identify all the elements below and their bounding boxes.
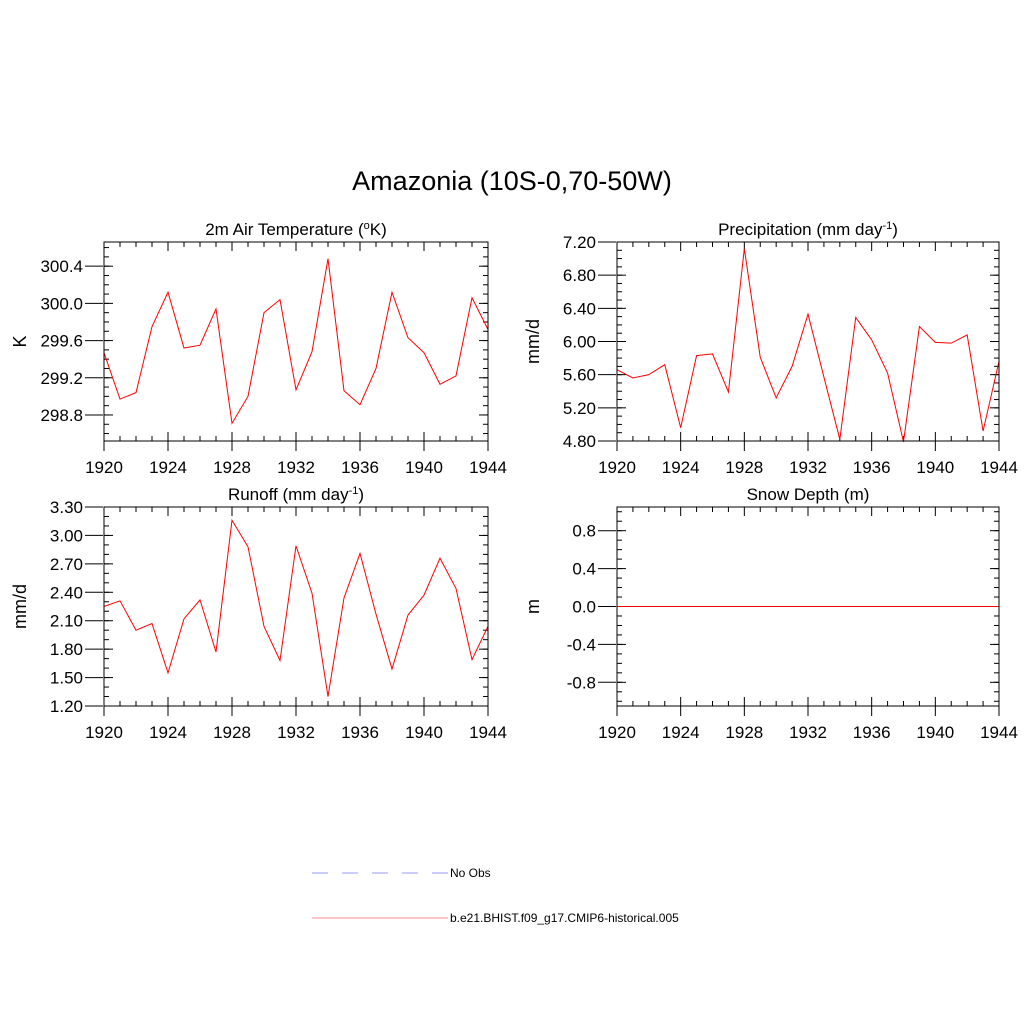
plot-frame: [616, 241, 1000, 442]
x-tick-label: 1928: [725, 723, 763, 742]
x-tick-label: 1944: [469, 458, 507, 477]
plot-frame: [103, 241, 489, 442]
y-tick-label: 298.8: [40, 406, 83, 425]
x-tick-label: 1932: [277, 723, 315, 742]
y-tick-label: 0.8: [572, 522, 596, 541]
legend-label-model: b.e21.BHIST.f09_g17.CMIP6-historical.005: [450, 911, 679, 925]
x-tick-label: 1920: [85, 458, 123, 477]
y-tick-label: 1.50: [50, 669, 83, 688]
panel-title: Precipitation (mm day-1): [718, 220, 898, 239]
plot-frame: [616, 506, 1000, 707]
panel-2: Precipitation (mm day-1) 4.80 5.20 5.60 6.00…: [523, 220, 1018, 477]
x-tick-label: 1928: [213, 723, 251, 742]
series-line: [103, 518, 489, 697]
panel-1: 2m Air Temperature (oK) 298.8 299.2 299.6 30…: [10, 220, 507, 477]
y-tick-label: 2.70: [50, 555, 83, 574]
series-line: [103, 258, 489, 425]
panel-3: Runoff (mm day-1) 1.20 1.50 1.80 2.10 2.40 2.7…: [10, 485, 507, 742]
panel-title: Runoff (mm day-1): [228, 485, 364, 504]
x-tick-label: 1944: [980, 723, 1018, 742]
y-tick-label: 1.80: [50, 640, 83, 659]
y-tick-label: 299.2: [40, 369, 83, 388]
x-tick-label: 1932: [277, 458, 315, 477]
x-tick-label: 1924: [662, 458, 700, 477]
y-tick-label: 4.80: [563, 432, 596, 451]
legend-label-no-obs: No Obs: [450, 866, 491, 880]
x-tick-label: 1920: [598, 723, 636, 742]
y-tick-label: 1.20: [50, 697, 83, 716]
y-tick-label: 3.00: [50, 526, 83, 545]
y-tick-label: 299.6: [40, 332, 83, 351]
y-axis-label: mm/d: [523, 319, 543, 364]
panel-title: 2m Air Temperature (oK): [205, 220, 387, 239]
y-tick-label: 5.60: [563, 366, 596, 385]
x-tick-label: 1928: [213, 458, 251, 477]
x-tick-label: 1944: [469, 723, 507, 742]
y-tick-label: 6.80: [563, 266, 596, 285]
x-tick-label: 1940: [916, 723, 954, 742]
y-tick-label: 300.0: [40, 294, 83, 313]
y-tick-label: 0.4: [572, 560, 596, 579]
x-tick-label: 1932: [789, 458, 827, 477]
y-axis-label: mm/d: [10, 584, 30, 629]
x-tick-label: 1940: [405, 723, 443, 742]
y-tick-label: 2.10: [50, 612, 83, 631]
x-tick-label: 1944: [980, 458, 1018, 477]
x-tick-label: 1940: [916, 458, 954, 477]
y-tick-label: 7.20: [563, 233, 596, 252]
y-tick-label: 300.4: [40, 257, 83, 276]
x-tick-label: 1920: [85, 723, 123, 742]
x-tick-label: 1920: [598, 458, 636, 477]
x-tick-label: 1936: [341, 723, 379, 742]
y-tick-label: -0.8: [567, 673, 596, 692]
y-tick-label: 0.0: [572, 598, 596, 617]
x-tick-label: 1936: [853, 723, 891, 742]
series-line: [616, 248, 1000, 442]
y-tick-label: 5.20: [563, 399, 596, 418]
y-tick-label: 6.40: [563, 299, 596, 318]
x-tick-label: 1924: [662, 723, 700, 742]
plot-frame: [103, 506, 489, 707]
x-tick-label: 1928: [725, 458, 763, 477]
y-tick-label: 6.00: [563, 333, 596, 352]
x-tick-label: 1936: [341, 458, 379, 477]
x-tick-label: 1936: [853, 458, 891, 477]
figure-title: Amazonia (10S-0,70-50W): [352, 166, 672, 196]
x-tick-label: 1924: [149, 723, 187, 742]
x-tick-label: 1940: [405, 458, 443, 477]
x-tick-label: 1924: [149, 458, 187, 477]
y-axis-label: K: [10, 335, 30, 347]
panel-title: Snow Depth (m): [747, 485, 870, 504]
y-tick-label: 2.40: [50, 583, 83, 602]
panel-4: Snow Depth (m) -0.8 -0.4 0.0 0.4 0.8 1920 1924 1…: [523, 485, 1018, 742]
y-axis-label: m: [523, 599, 543, 614]
y-tick-label: -0.4: [567, 635, 596, 654]
x-tick-label: 1932: [789, 723, 827, 742]
y-tick-label: 3.30: [50, 498, 83, 517]
